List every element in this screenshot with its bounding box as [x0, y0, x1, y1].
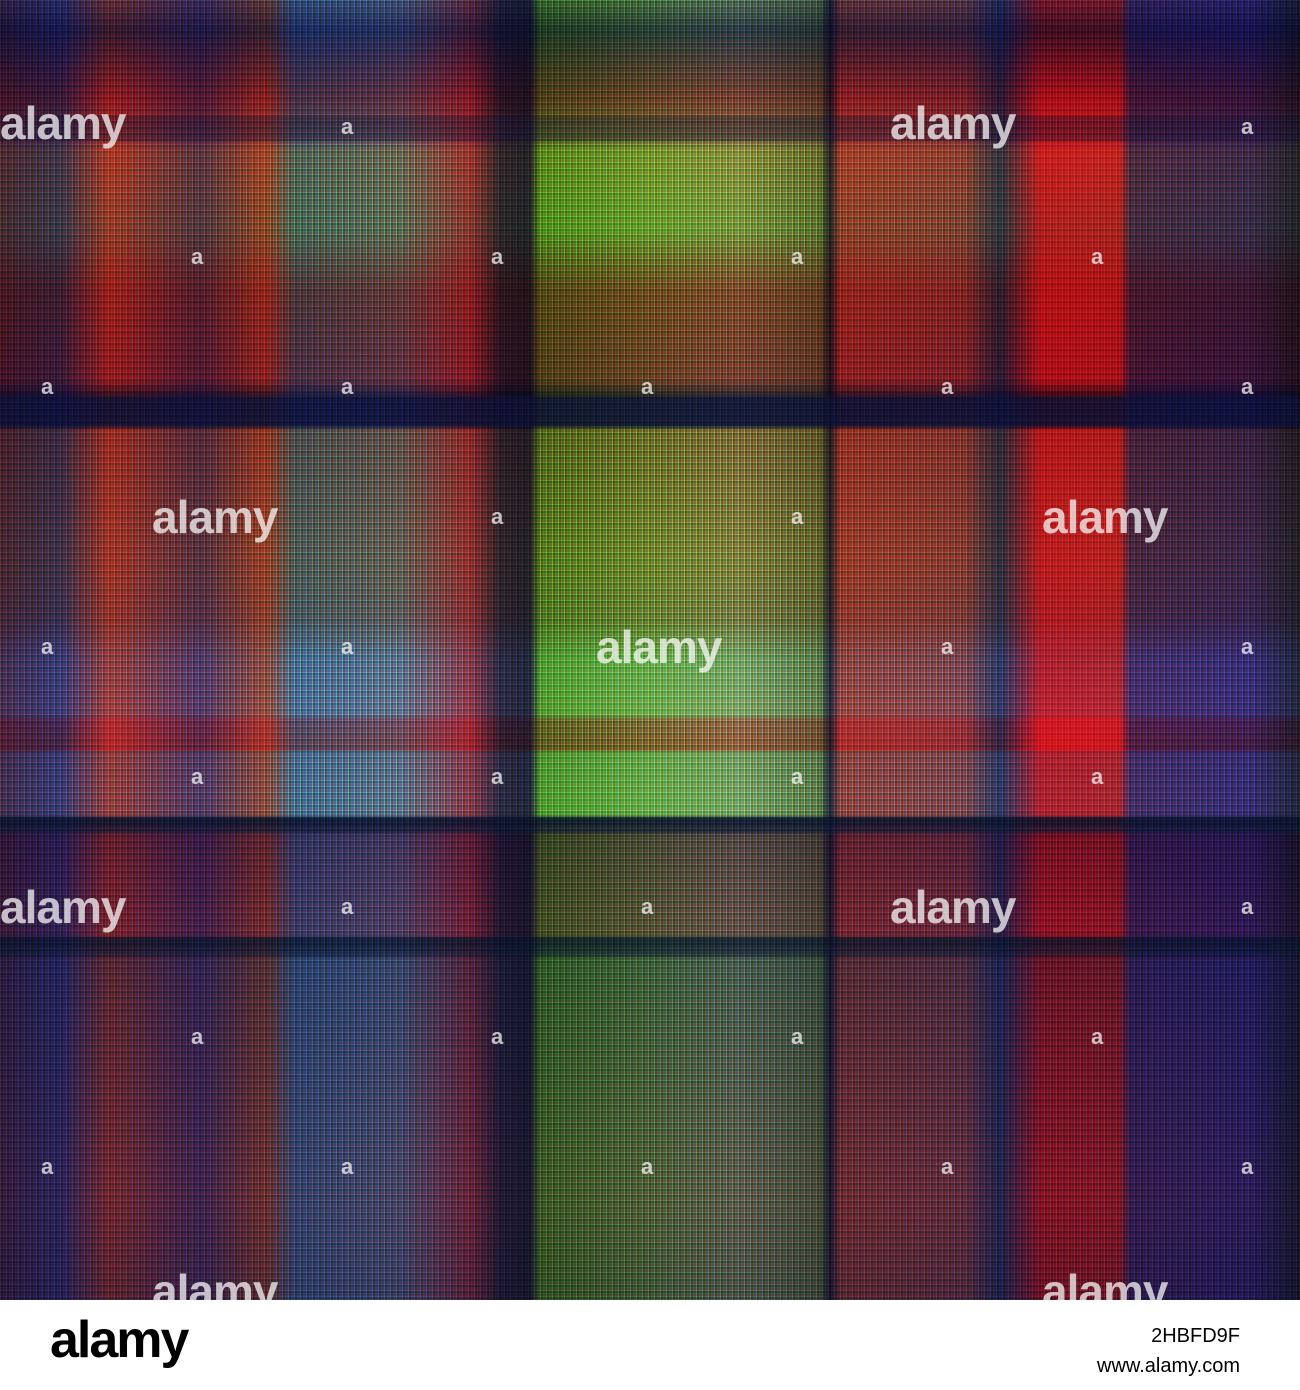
watermark-mark: a — [491, 504, 504, 529]
watermark-mark: a — [1091, 764, 1104, 789]
watermark-mark: a — [341, 114, 354, 139]
watermark-text: alamy — [890, 97, 1016, 149]
watermark-mark: a — [1241, 894, 1254, 919]
watermark-mark: a — [641, 1154, 654, 1179]
watermark-mark: a — [341, 894, 354, 919]
alamy-logo: alamy — [50, 1311, 189, 1369]
watermark-mark: a — [341, 374, 354, 399]
watermark-mark: a — [1241, 114, 1254, 139]
watermark-mark: a — [191, 764, 204, 789]
watermark-mark: a — [791, 504, 804, 529]
watermark-mark: a — [641, 374, 654, 399]
watermark-mark: a — [1091, 244, 1104, 269]
watermark-text: alamy — [1042, 1265, 1168, 1300]
watermark-text: alamy — [596, 621, 722, 673]
watermark-mark: a — [791, 244, 804, 269]
plaid-fine-warp-threads — [0, 0, 1300, 1300]
watermark-mark: a — [941, 374, 954, 399]
watermark-text: alamy — [152, 1265, 278, 1300]
watermark-mark: a — [341, 634, 354, 659]
plaid-dark-bands — [0, 0, 1300, 1300]
image-id: 2HBFD9F — [1151, 1325, 1240, 1347]
site-url: www.alamy.com — [1097, 1355, 1240, 1377]
watermark-mark: a — [41, 374, 54, 399]
watermark-mark: a — [641, 894, 654, 919]
watermark-mark: a — [41, 1154, 54, 1179]
watermark-mark: a — [791, 1024, 804, 1049]
watermark-mark: a — [1241, 374, 1254, 399]
watermark-mark: a — [491, 764, 504, 789]
watermark-mark: a — [41, 634, 54, 659]
watermark-mark: a — [341, 1154, 354, 1179]
watermark-text: alamy — [1042, 491, 1168, 543]
watermark-mark: a — [191, 244, 204, 269]
watermark-mark: a — [791, 764, 804, 789]
watermark-mark: a — [1241, 634, 1254, 659]
watermark-text: alamy — [152, 491, 278, 543]
watermark-mark: a — [1091, 1024, 1104, 1049]
watermark-mark: a — [191, 1024, 204, 1049]
footer-bar: alamy 2HBFD9F www.alamy.com — [0, 1300, 1300, 1390]
watermark-mark: a — [941, 634, 954, 659]
watermark-mark: a — [491, 244, 504, 269]
plaid-stock-photo: alamy alamy alamy alamy alamy alamy alam… — [0, 0, 1300, 1300]
watermark-text: alamy — [0, 881, 126, 933]
watermark-mark: a — [941, 1154, 954, 1179]
plaid-fine-weft-threads — [0, 0, 1300, 1300]
watermark-mark: a — [491, 1024, 504, 1049]
watermark-text: alamy — [0, 97, 126, 149]
watermark-text: alamy — [890, 881, 1016, 933]
watermark-mark: a — [1241, 1154, 1254, 1179]
